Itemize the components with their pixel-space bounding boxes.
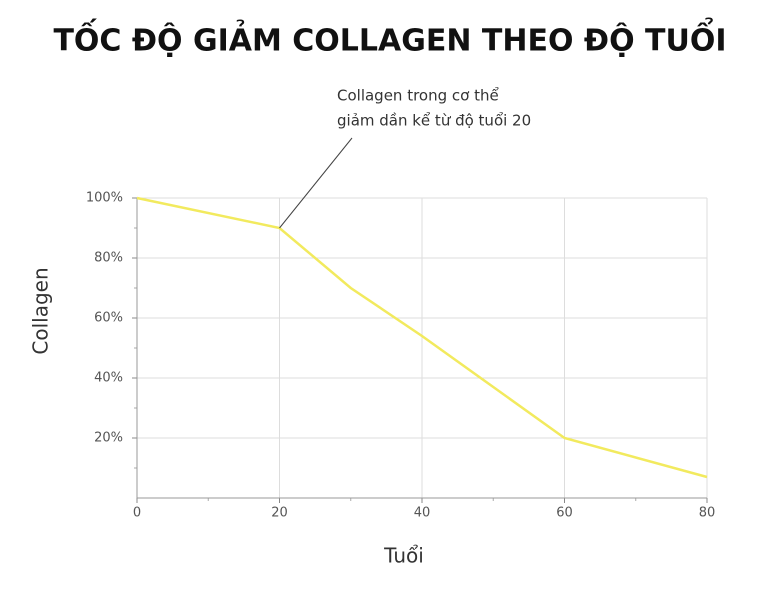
annotation: Collagen trong cơ thể bbox=[337, 87, 499, 105]
data-line bbox=[136, 196, 708, 479]
annotation: giảm dần kể từ độ tuổi 20 bbox=[337, 112, 531, 130]
y-tick-label: 20% bbox=[94, 431, 123, 446]
x-tick-label: 40 bbox=[414, 506, 431, 521]
x-tick-label: 20 bbox=[271, 506, 288, 521]
x-axis-label: Tuổi bbox=[383, 544, 424, 568]
annotation-pointer bbox=[279, 137, 353, 229]
x-tick-label: 60 bbox=[556, 506, 573, 521]
y-tick-label: 40% bbox=[94, 371, 123, 386]
y-tick-label: 60% bbox=[94, 311, 123, 326]
y-tick-label: 80% bbox=[94, 251, 123, 266]
chart-title: TỐC ĐỘ GIẢM COLLAGEN THEO ĐỘ TUỔI bbox=[53, 17, 726, 59]
y-axis-label: Collagen bbox=[29, 267, 53, 354]
y-tick-label: 100% bbox=[86, 191, 123, 206]
x-tick-label: 0 bbox=[133, 506, 141, 521]
x-tick-label: 80 bbox=[699, 506, 716, 521]
